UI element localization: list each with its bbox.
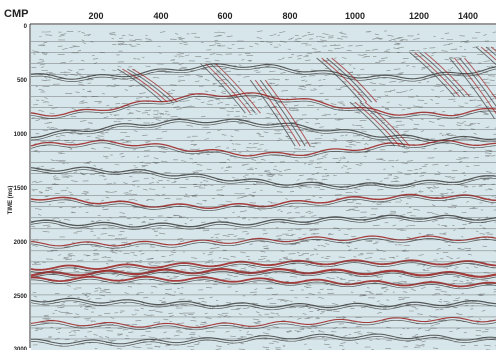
reflector-horizon-trough (30, 217, 496, 230)
dipping-event (349, 101, 396, 147)
y-tick-label-500: 500 (17, 78, 28, 84)
y-tick-label-3000: 3000 (14, 347, 28, 350)
dipping-event (127, 68, 173, 103)
dipping-event (409, 52, 456, 97)
reflector-horizon-trough (30, 196, 496, 212)
dipping-event (210, 63, 256, 114)
time-lines (31, 41, 496, 340)
dipping-event (485, 46, 496, 57)
reflector-horizon (30, 214, 496, 228)
dipping-event (132, 68, 178, 103)
dipping-event (117, 68, 163, 103)
dipping-event (122, 68, 168, 103)
y-tick-label-1500: 1500 (14, 186, 28, 192)
dipping-event (449, 57, 495, 119)
reflector-horizon (30, 259, 496, 271)
dipping-event (326, 57, 373, 103)
x-tick-label-800: 800 (282, 11, 297, 21)
dipping-event (364, 101, 411, 147)
dipping-event (200, 63, 246, 114)
section-background (31, 25, 496, 350)
y-tick-label-2000: 2000 (14, 240, 28, 246)
reflector-horizon-trough (30, 300, 496, 311)
dipping-event (480, 46, 496, 61)
y-tick-label-2500: 2500 (14, 294, 28, 300)
dipping-event (321, 57, 368, 103)
dipping-event (215, 63, 261, 114)
x-tick-label-600: 600 (217, 11, 232, 21)
dipping-event (316, 57, 363, 103)
dipping-event (490, 46, 496, 52)
seismic-section (30, 25, 496, 350)
reflector-horizon (30, 193, 496, 210)
dipping-event (464, 57, 496, 100)
reflector-horizon (30, 268, 496, 278)
dipping-event (419, 52, 466, 97)
x-tick-label-1200: 1200 (409, 11, 429, 21)
y-tick-label-0: 0 (24, 24, 28, 30)
dipping-event (424, 52, 471, 97)
reflector-horizon-trough (30, 142, 496, 159)
reflector-horizon (30, 166, 496, 188)
dipping-event (459, 57, 496, 107)
x-tick-label-1000: 1000 (345, 11, 365, 21)
reflector-horizon-trough (30, 336, 496, 347)
dipping-event (205, 63, 251, 114)
reflector-horizon (30, 316, 496, 328)
reflector-horizon (30, 118, 496, 142)
reflector-horizon-trough (31, 278, 496, 290)
y-axis-label: TIME (ms) (8, 186, 14, 215)
dipping-event (475, 46, 496, 66)
cmp-axis-name: CMP (4, 8, 28, 20)
dipping-event (331, 57, 378, 103)
x-tick-label-400: 400 (153, 11, 168, 21)
reflector-horizon (30, 92, 496, 117)
reflector-horizon-trough (30, 319, 496, 331)
x-tick-label-1400: 1400 (458, 11, 478, 21)
reflector-horizon (30, 139, 496, 157)
x-tick-label-200: 200 (88, 11, 103, 21)
dipping-event (354, 101, 401, 147)
y-tick-label-1000: 1000 (14, 132, 28, 138)
dipping-event (454, 57, 496, 115)
reflector-horizon-trough (30, 121, 496, 144)
reflector-horizon (30, 235, 496, 247)
dipping-event (414, 52, 461, 97)
reflector-horizon-trough (30, 169, 496, 190)
dipping-event (359, 101, 406, 147)
reflector-horizon (30, 333, 496, 345)
reflector-horizon (30, 297, 496, 309)
reflector-horizon-trough (30, 65, 496, 82)
reflector-horizon (30, 63, 496, 80)
